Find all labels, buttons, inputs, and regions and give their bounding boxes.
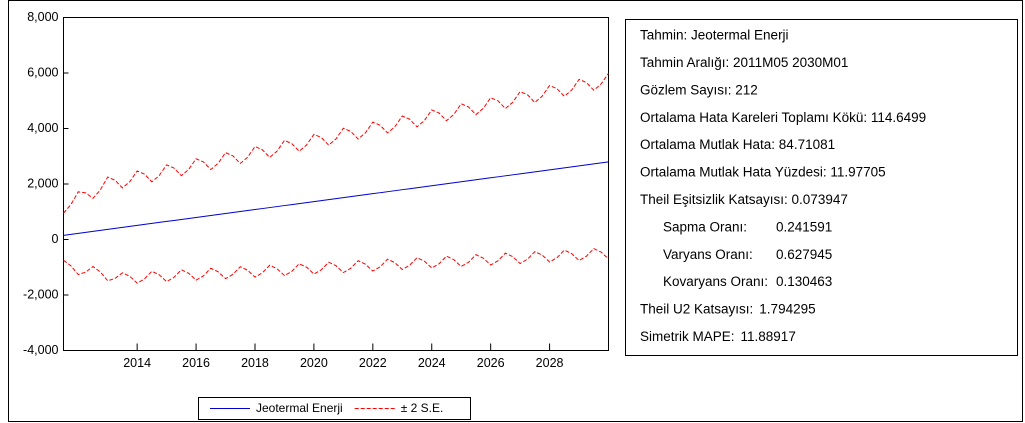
x-tick-label: 2022 [359,356,387,370]
stat-line: Tahmin Aralığı: 2011M05 2030M01 [640,55,848,70]
y-tick-label: -2,000 [23,287,58,301]
x-tick-label: 2018 [241,356,269,370]
stats-box [625,19,1018,356]
stat-value: 1.794295 [759,302,815,317]
stat-value: 0.241591 [776,219,832,234]
stat-line: Ortalama Mutlak Hata: 84.71081 [640,137,835,152]
legend-box [198,397,471,420]
series-line [63,247,609,284]
stat-value: 0.627945 [776,247,832,262]
stat-line: Gözlem Sayısı: 212 [640,82,758,97]
series-line [63,72,609,214]
stat-line: Tahmin: Jeotermal Enerji [640,28,789,43]
x-tick-label: 2024 [418,356,446,370]
stat-line: Ortalama Hata Kareleri Toplamı Kökü: 114… [640,110,926,125]
y-tick-label: 2,000 [27,176,58,190]
stat-label: Varyans Oranı: [663,247,753,262]
y-tick-label: 4,000 [27,121,58,135]
y-tick-label: 8,000 [27,10,58,24]
x-tick-label: 2016 [182,356,210,370]
stat-line: Theil Eşitsizlik Katsayısı: 0.073947 [640,192,848,207]
legend-label: ± 2 S.E. [401,401,444,415]
plot-frame [63,17,609,351]
x-tick-label: 2028 [536,356,564,370]
x-tick-label: 2026 [477,356,505,370]
stat-line: Ortalama Mutlak Hata Yüzdesi: 11.97705 [640,165,886,180]
stat-label: Theil U2 Katsayısı: [640,302,753,317]
stat-label: Kovaryans Oranı: [663,274,768,289]
x-tick-label: 2020 [300,356,328,370]
stat-label: Sapma Oranı: [663,219,747,234]
y-tick-label: 0 [52,232,59,246]
legend-label: Jeotermal Enerji [256,401,343,415]
stat-value: 11.88917 [741,329,796,344]
x-tick-label: 2014 [123,356,151,370]
outer-frame [8,0,1023,422]
series-line [63,161,609,236]
y-tick-label: -4,000 [23,343,58,357]
stat-label: Simetrik MAPE: [640,329,735,344]
y-tick-label: 6,000 [27,65,58,79]
stat-value: 0.130463 [776,274,832,289]
